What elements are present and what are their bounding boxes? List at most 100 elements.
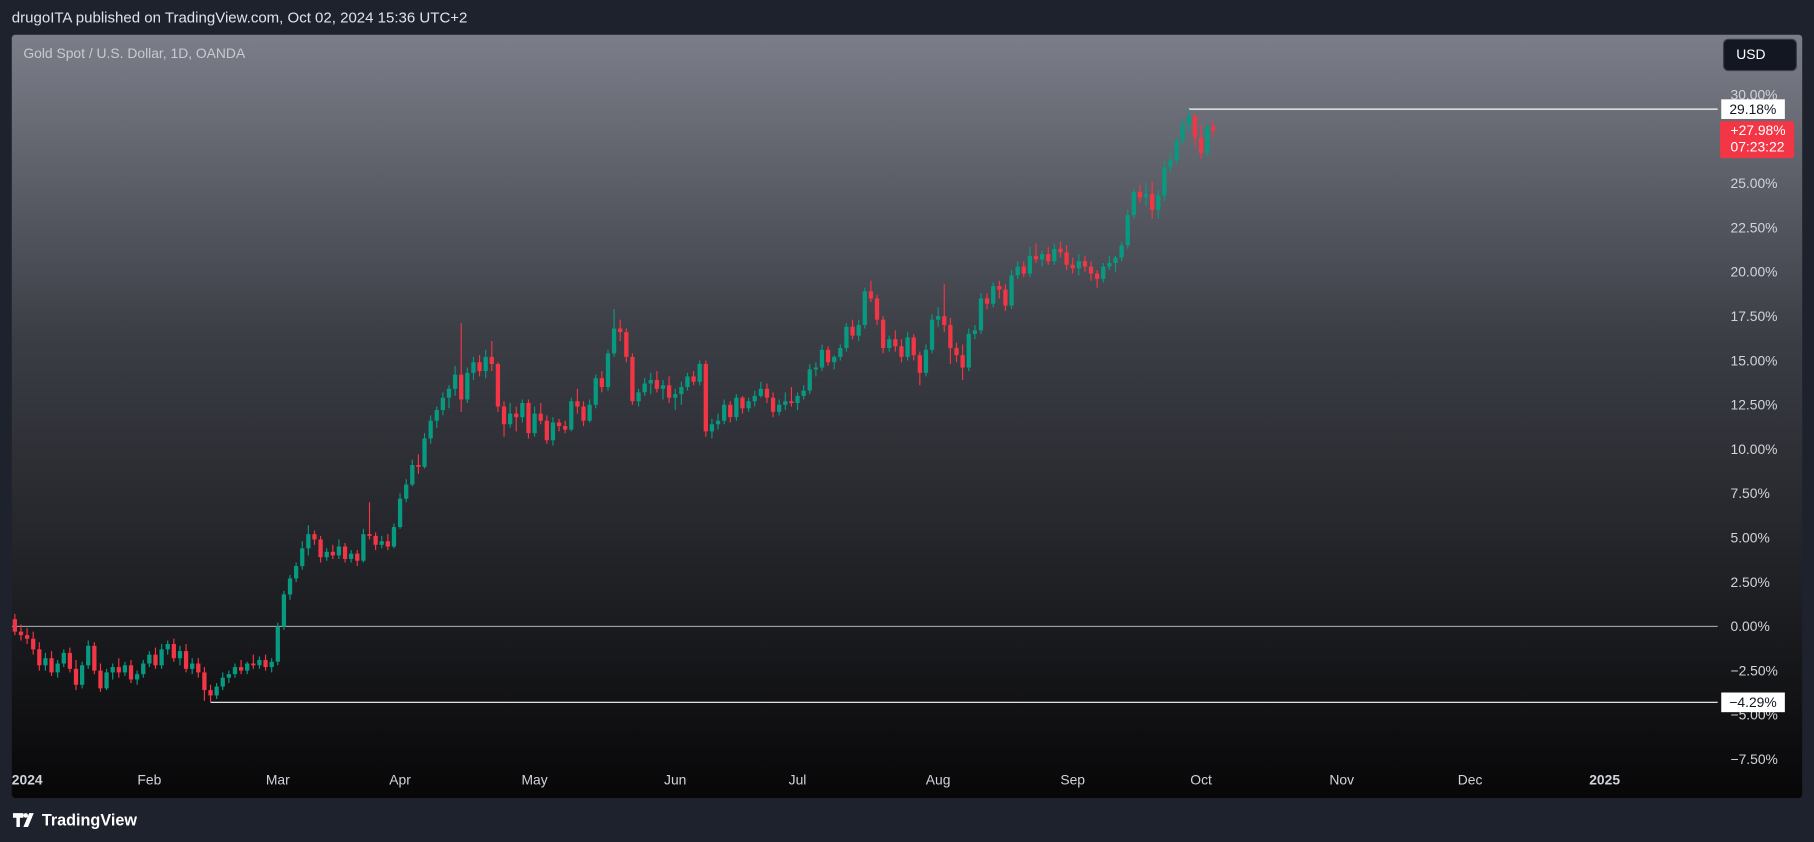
candle-body [673, 394, 678, 398]
x-tick-label: Dec [1458, 771, 1483, 787]
candle-body [330, 551, 335, 556]
candle-body [428, 420, 433, 439]
candle-body [367, 534, 372, 536]
candle-body [1198, 137, 1204, 154]
x-tick-label: Jul [789, 771, 807, 787]
candle-body [611, 328, 617, 354]
candle-body [263, 659, 268, 668]
candle-body [819, 349, 825, 368]
candle-body [666, 385, 672, 398]
x-tick-label: Feb [137, 771, 161, 787]
candle-body [1192, 115, 1198, 138]
candle-body [159, 649, 164, 666]
candle-body [501, 406, 507, 425]
candle-body [654, 379, 660, 389]
candle-body [37, 649, 42, 666]
candle-body [1168, 160, 1173, 168]
candle-body [960, 355, 965, 368]
tradingview-logo [12, 813, 34, 827]
candle-body [306, 534, 311, 549]
candle-body [636, 392, 641, 402]
candle-body [880, 319, 886, 349]
countdown-label: 07:23:22 [1730, 138, 1784, 154]
candle-body [624, 332, 629, 357]
candle-body [177, 651, 183, 659]
candle-body [410, 465, 415, 485]
candle-body [917, 355, 922, 373]
candle-body [838, 348, 843, 357]
candle-body [648, 379, 653, 384]
candle-body [153, 654, 158, 666]
candle-body [991, 286, 996, 304]
candle-body [703, 364, 708, 432]
candle-body [238, 667, 244, 671]
last-price-box [1720, 121, 1795, 159]
candle-body [122, 665, 128, 673]
candle-body [98, 670, 103, 689]
candle-body [1156, 195, 1161, 210]
candle-body [1137, 192, 1143, 198]
candle-body [324, 551, 329, 558]
candle-body [128, 665, 134, 680]
candle-body [1125, 215, 1130, 246]
y-tick-label: 30.00% [1730, 86, 1777, 102]
candle-body [801, 390, 806, 396]
x-tick-label: Sep [1060, 771, 1085, 787]
y-tick-label: 15.00% [1730, 352, 1777, 368]
currency-button[interactable] [1722, 38, 1797, 72]
candle-body [764, 388, 770, 398]
candle-body [887, 339, 892, 349]
candle-body [287, 578, 293, 595]
candle-body [171, 644, 176, 659]
candle-body [79, 665, 85, 685]
candle-body [73, 668, 79, 685]
candle-body [1119, 245, 1124, 258]
candle-body [1046, 254, 1051, 262]
candle-body [1033, 255, 1039, 260]
y-tick-label: −2.50% [1730, 662, 1777, 678]
candle-body [874, 298, 880, 320]
candle-body [300, 548, 305, 567]
candle-body [355, 553, 360, 561]
candle-body [220, 677, 225, 687]
currency-label[interactable]: USD [1736, 46, 1765, 62]
candle-body [605, 353, 611, 388]
candle-body [24, 635, 30, 639]
candle-body [1180, 124, 1185, 141]
candle-body [232, 667, 238, 675]
x-tick-label: 2025 [1589, 771, 1620, 787]
candle-body [520, 402, 525, 418]
candle-body [581, 406, 586, 421]
y-tick-label: 17.50% [1730, 308, 1777, 324]
candle-body [685, 376, 690, 388]
candle-body [135, 674, 140, 680]
candle-body [416, 465, 421, 467]
candle-body [948, 325, 953, 349]
candle-body [868, 291, 874, 299]
candle-body [269, 661, 274, 668]
x-tick-label: Nov [1329, 771, 1354, 787]
candle-body [1162, 167, 1167, 196]
candle-body [92, 645, 97, 671]
candle-body [783, 401, 788, 405]
candle-body [538, 413, 543, 421]
y-tick-label: 2.50% [1730, 574, 1769, 590]
candle-body [532, 413, 537, 434]
candle-body [404, 484, 409, 499]
candle-body [86, 645, 91, 666]
candle-body [1070, 264, 1075, 269]
candle-body [318, 539, 323, 558]
candle-body [1058, 248, 1063, 253]
candle-body [923, 349, 929, 373]
y-tick-label: 20.00% [1730, 264, 1777, 280]
candle-body [147, 654, 152, 664]
x-tick-label: Mar [266, 771, 290, 787]
candle-body [569, 401, 574, 430]
candle-body [385, 541, 390, 547]
candle-body [746, 401, 751, 409]
brand-name: TradingView [42, 811, 137, 829]
candle-body [1107, 262, 1112, 267]
candle-body [104, 672, 109, 689]
candle-body [899, 346, 904, 357]
candle-body [257, 659, 262, 666]
